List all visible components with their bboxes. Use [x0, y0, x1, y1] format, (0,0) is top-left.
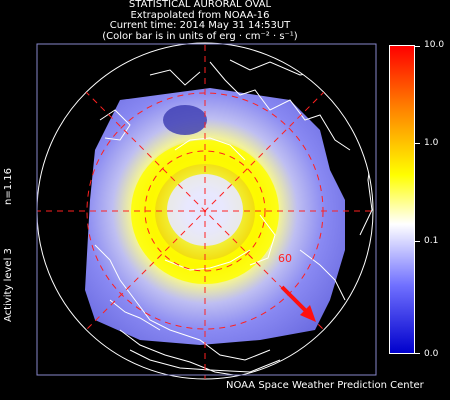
header: STATISTICAL AURORAL OVAL Extrapolated fr… [0, 0, 400, 42]
activity-level-label: Activity level 3 [3, 248, 14, 322]
latlon-grid [37, 45, 373, 379]
colorbar-tick-label: 10.0 [424, 40, 445, 50]
oval-peak-ring [131, 140, 279, 284]
colorbar-tick-label: 0.0 [424, 349, 439, 359]
colorbar-units-note: (Color bar is in units of erg · cm⁻² · s… [102, 30, 298, 42]
colorbar-tick-mark [414, 241, 420, 242]
latitude-label-60: 60 [278, 252, 292, 265]
dark-patch [163, 105, 207, 135]
colorbar [389, 45, 415, 354]
current-time: Current time: 2014 May 31 14:53UT [109, 20, 291, 31]
n-value-label: n=1.16 [3, 168, 14, 205]
colorbar-tick-mark [414, 46, 420, 47]
credit-footer: NOAA Space Weather Prediction Center [226, 380, 424, 391]
map-frame [36, 43, 377, 376]
auroral-flux-layer [85, 88, 345, 345]
colorbar-tick-label: 1.0 [424, 138, 439, 148]
sun-direction-arrow [280, 285, 316, 322]
colorbar-tick-label: 0.1 [424, 236, 439, 246]
coastlines [94, 59, 373, 377]
subtitle-source: Extrapolated from NOAA-16 [130, 9, 270, 21]
title: STATISTICAL AURORAL OVAL [128, 0, 272, 10]
colorbar-tick-mark [414, 143, 420, 144]
colorbar-tick-mark [414, 353, 420, 354]
